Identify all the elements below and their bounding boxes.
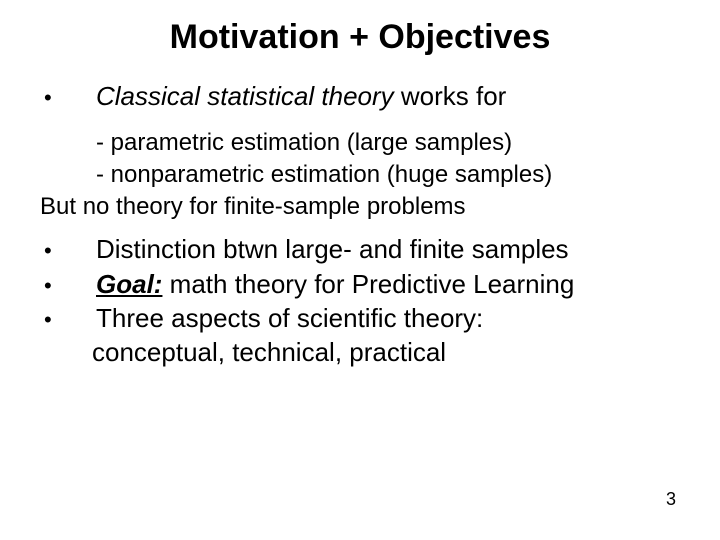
bullet-dot-icon: • bbox=[44, 273, 52, 298]
bullet-2-text: Distinction btwn large- and finite sampl… bbox=[96, 232, 680, 266]
page-number: 3 bbox=[666, 489, 676, 510]
sub-block: - parametric estimation (large samples) … bbox=[40, 127, 680, 222]
bullet-3-rest: math theory for Predictive Learning bbox=[162, 269, 574, 299]
bullet-dot-icon: • bbox=[44, 307, 52, 332]
bullet-4-line2: conceptual, technical, practical bbox=[40, 335, 680, 369]
sub-line-2: - nonparametric estimation (huge samples… bbox=[40, 159, 680, 191]
bullet-dot-icon: • bbox=[44, 85, 52, 110]
slide-title: Motivation + Objectives bbox=[40, 18, 680, 57]
bullet-1-italic: Classical statistical theory bbox=[96, 81, 394, 111]
bullet-1: • Classical statistical theory works for bbox=[40, 79, 680, 113]
bullet-4-line1: Three aspects of scientific theory: bbox=[96, 301, 680, 335]
sub-line-3: But no theory for finite-sample problems bbox=[40, 191, 680, 223]
bullet-2: • Distinction btwn large- and finite sam… bbox=[40, 232, 680, 266]
bullet-1-rest: works for bbox=[394, 81, 507, 111]
bullet-4: • Three aspects of scientific theory: bbox=[40, 301, 680, 335]
bullet-3-text: Goal: math theory for Predictive Learnin… bbox=[96, 267, 680, 301]
second-bullet-block: • Distinction btwn large- and finite sam… bbox=[40, 232, 680, 369]
bullet-dot-icon: • bbox=[44, 238, 52, 263]
bullet-1-text: Classical statistical theory works for bbox=[96, 79, 680, 113]
slide: Motivation + Objectives • Classical stat… bbox=[0, 0, 720, 540]
bullet-3: • Goal: math theory for Predictive Learn… bbox=[40, 267, 680, 301]
bullet-3-goal: Goal: bbox=[96, 269, 162, 299]
sub-line-1: - parametric estimation (large samples) bbox=[40, 127, 680, 159]
